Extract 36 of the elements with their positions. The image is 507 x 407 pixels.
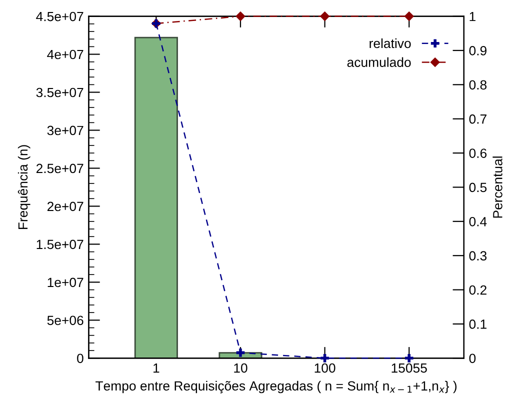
y2-tick-label: 0.7 (469, 114, 486, 124)
legend-label: acumulado (347, 57, 411, 67)
point (236, 11, 246, 22)
y-tick-label: 1e+07 (48, 278, 84, 288)
y-axis-title: Frequência (n) (18, 145, 30, 230)
x-tick-label: 100 (314, 363, 336, 373)
x-axis-title: Tempo entre Requisições Agregadas ( n = Sum{ n$_{x−1}$+1,n$_{x}$} ) (96, 380, 457, 394)
y-tick-label: 2e+07 (47, 202, 84, 212)
point (236, 348, 245, 357)
point (404, 354, 414, 362)
y2-tick-label: 0.9 (469, 46, 486, 56)
y-tick-label: 3.5e+07 (36, 88, 84, 98)
x-tick-label: 15055 (392, 363, 427, 373)
point (320, 354, 329, 362)
y-tick-label: 0 (77, 354, 84, 364)
y-tick-label: 5e+06 (47, 316, 84, 326)
y2-tick-label: 1 (470, 12, 476, 22)
point (404, 11, 414, 22)
legend-label: relativo (370, 38, 411, 48)
x-tick-label: 1 (154, 364, 160, 373)
y-tick-label: 2.5e+07 (36, 164, 84, 174)
y2-axis-title: Percentual (492, 156, 502, 218)
x-tick-label: 10 (234, 363, 248, 373)
y2-tick-label: 0.6 (469, 148, 487, 158)
y2-tick-label: 0.1 (469, 320, 486, 329)
y-tick-label: 3e+07 (47, 126, 84, 136)
y2-tick-label: 0.8 (469, 80, 487, 90)
point (320, 11, 330, 22)
y2-tick-label: 0.4 (469, 216, 487, 226)
y2-tick-label: 0.2 (469, 285, 486, 295)
y2-tick-label: 0.5 (469, 182, 487, 192)
y2-tick-label: 0 (469, 354, 476, 364)
y2-tick-label: 0.3 (469, 251, 487, 261)
y-tick-label: 4e+07 (47, 50, 84, 60)
y-tick-label: 1.5e+07 (36, 240, 84, 250)
y-tick-label: 4.5e+07 (36, 12, 84, 22)
